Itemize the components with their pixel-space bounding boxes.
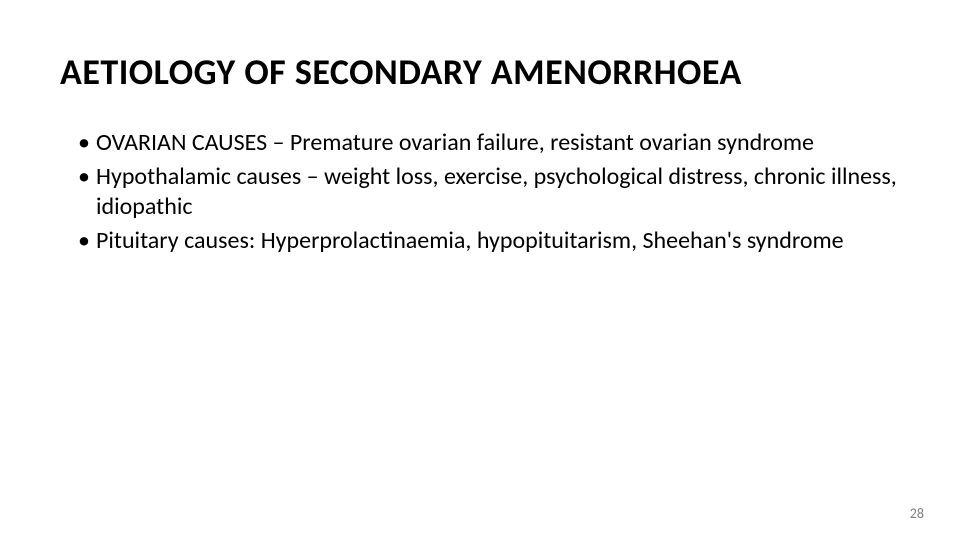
bullet-list: OVARIAN CAUSES – Premature ovarian failu… xyxy=(60,128,900,256)
bullet-item: Pituitary causes: Hyperprolactinaemia, h… xyxy=(78,226,900,256)
bullet-item: Hypothalamic causes – weight loss, exerc… xyxy=(78,162,900,222)
slide-title: AETIOLOGY OF SECONDARY AMENORRHOEA xyxy=(60,50,900,94)
page-number: 28 xyxy=(910,505,924,522)
bullet-item: OVARIAN CAUSES – Premature ovarian failu… xyxy=(78,128,900,158)
slide-container: AETIOLOGY OF SECONDARY AMENORRHOEA OVARI… xyxy=(0,0,960,540)
